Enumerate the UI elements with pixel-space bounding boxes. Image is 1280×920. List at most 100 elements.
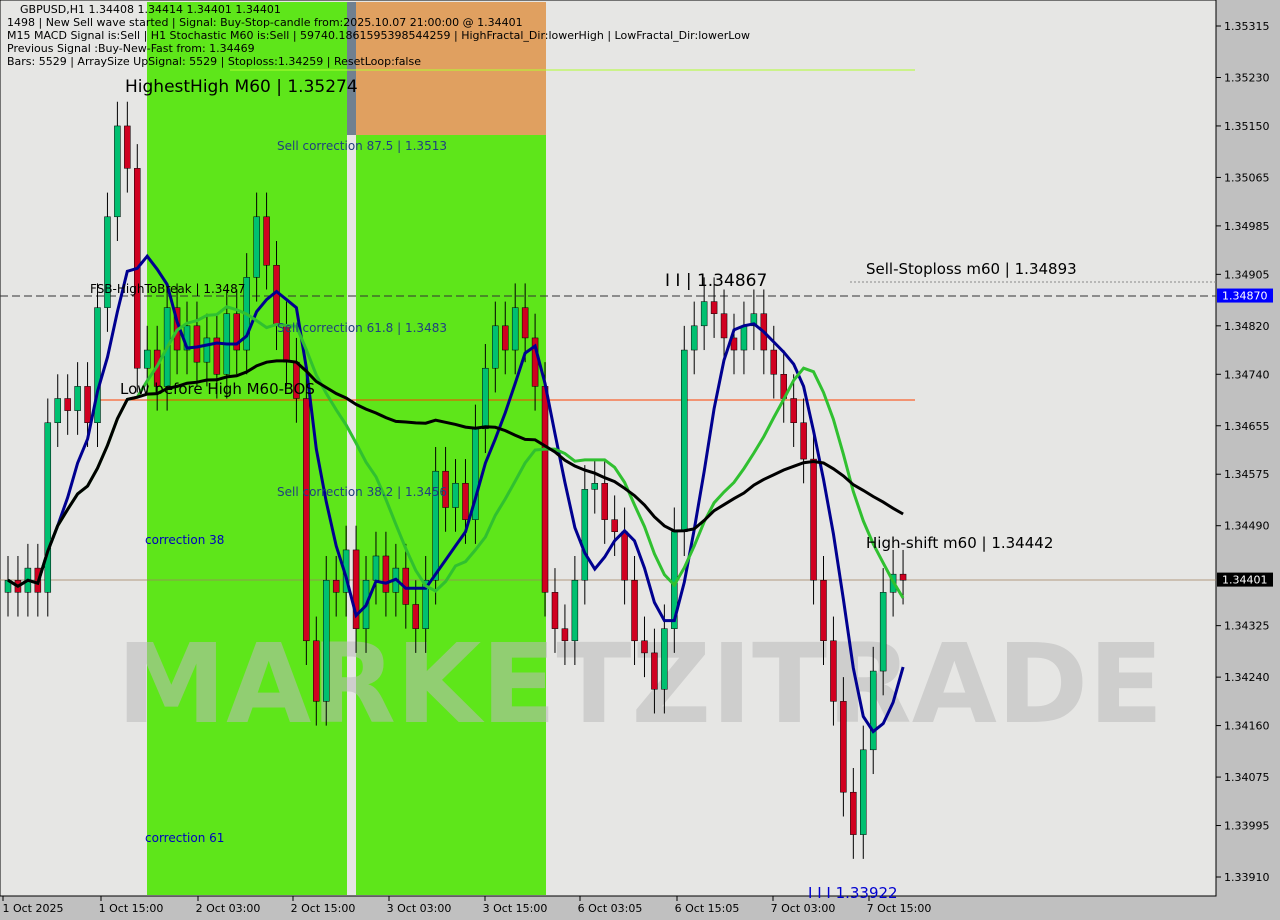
y-tick-label: 1.34905	[1224, 268, 1270, 281]
candle-body	[462, 483, 469, 520]
current-price-badge	[1217, 572, 1273, 587]
candle-body	[382, 555, 390, 593]
signal-line: 1498 | New Sell wave started | Signal: B…	[7, 16, 523, 29]
green-zone-2	[356, 135, 546, 895]
label-corr61: correction 61	[145, 831, 224, 845]
candle-body	[452, 483, 459, 508]
candle-body	[860, 749, 867, 835]
y-tick-label: 1.34075	[1224, 771, 1270, 784]
highest-overlay: HighestHigh M60 | 1.35274	[125, 77, 358, 97]
label-stoploss: Sell-Stoploss m60 | 1.34893	[866, 260, 1077, 278]
candle-body	[233, 313, 240, 351]
label-corr38: correction 38	[145, 533, 224, 547]
candle-body	[621, 531, 628, 581]
candle-body	[372, 555, 380, 581]
y-tick-label: 1.34985	[1224, 220, 1270, 233]
x-tick-label: 1 Oct 2025	[2, 902, 63, 915]
candle-body	[432, 470, 439, 581]
x-tick-label: 2 Oct 15:00	[291, 902, 356, 915]
candle-body	[64, 398, 71, 411]
candle-body	[114, 125, 121, 218]
candle-body	[124, 125, 131, 169]
current-price-badge-text: 1.34401	[1222, 574, 1268, 587]
y-tick-label: 1.33910	[1224, 871, 1270, 884]
candle-body	[492, 325, 499, 369]
candle-body	[213, 337, 221, 375]
y-tick-label: 1.35315	[1224, 20, 1270, 33]
candle-body	[203, 337, 211, 363]
candle-body	[502, 325, 509, 351]
ma-fast-line	[7, 253, 905, 734]
candle-body	[591, 483, 599, 490]
candle-body	[611, 519, 618, 533]
watermark: MARKETZITRADE	[117, 620, 1164, 748]
candle-body	[104, 216, 111, 308]
marker-price-badge	[1217, 288, 1273, 303]
candle-body	[770, 349, 778, 375]
candle-body	[661, 628, 668, 690]
candle-body	[681, 349, 688, 533]
label-low-before: Low before High M60-BOS	[120, 380, 315, 398]
candle-body	[820, 579, 827, 642]
candle-body	[720, 313, 728, 339]
label-sell-382: Sell correction 38.2 | 1.3456	[277, 485, 447, 499]
x-tick-label: 6 Oct 15:05	[675, 902, 740, 915]
label-fsb: FSB-HighToBreak | 1.3487	[90, 282, 245, 296]
candle-body	[313, 640, 320, 702]
candle-body	[143, 349, 151, 369]
candle-body	[710, 301, 718, 314]
candle-body	[332, 579, 340, 593]
candle-body	[253, 216, 260, 278]
candle-body	[412, 604, 419, 629]
y-tick-label: 1.34575	[1224, 468, 1270, 481]
previous-signal: Previous Signal :Buy-New-Fast from: 1.34…	[7, 42, 255, 55]
candle-body	[840, 701, 847, 793]
candle-body	[303, 398, 310, 642]
candle-body	[641, 640, 648, 654]
y-tick-label: 1.35230	[1224, 71, 1270, 84]
candle-body	[869, 670, 877, 751]
ma-mid-line	[7, 305, 905, 599]
candle-body	[74, 386, 81, 411]
candle-body	[850, 791, 857, 835]
candle-body	[899, 573, 907, 581]
gray-bar	[347, 2, 356, 135]
candle-body	[84, 386, 91, 423]
candle-body	[273, 265, 280, 327]
candle-body	[601, 483, 608, 520]
y-tick-label: 1.33995	[1224, 820, 1270, 833]
candle-body	[651, 652, 658, 690]
y-tick-label: 1.35065	[1224, 171, 1270, 184]
candle-body	[94, 307, 101, 423]
candle-body	[482, 367, 489, 430]
ma-slow-line	[7, 359, 904, 589]
x-tick-label: 1 Oct 15:00	[99, 902, 164, 915]
candle-body	[561, 628, 569, 642]
candle-body	[352, 549, 360, 629]
candle-body	[730, 337, 738, 351]
label-iii: I I | 1.34867	[665, 271, 767, 291]
candle-body	[750, 313, 758, 327]
label-highshift: High-shift m60 | 1.34442	[866, 534, 1053, 552]
candle-body	[581, 489, 589, 581]
marker-price-badge-text: 1.34870	[1222, 290, 1268, 303]
candle-body	[830, 640, 837, 702]
label-low: I I I 1.33922	[808, 884, 898, 902]
candle-body	[193, 325, 201, 363]
candle-body	[322, 579, 330, 702]
bars-line: Bars: 5529 | ArraySize UpSignal: 5529 | …	[7, 55, 421, 68]
x-tick-label: 3 Oct 15:00	[483, 902, 548, 915]
y-tick-label: 1.34325	[1224, 620, 1270, 633]
symbol-line: GBPUSD,H1 1.34408 1.34414 1.34401 1.3440…	[20, 3, 281, 16]
candle-body	[541, 386, 549, 593]
candle-body	[800, 422, 807, 460]
y-tick-label: 1.35150	[1224, 120, 1270, 133]
candle-body	[263, 216, 270, 266]
x-tick-label: 7 Oct 15:00	[867, 902, 932, 915]
candle-body	[571, 579, 579, 642]
x-tick-label: 7 Oct 03:00	[771, 902, 836, 915]
orange-zone	[356, 2, 546, 135]
y-tick-label: 1.34820	[1224, 320, 1270, 333]
candle-body	[790, 398, 797, 423]
